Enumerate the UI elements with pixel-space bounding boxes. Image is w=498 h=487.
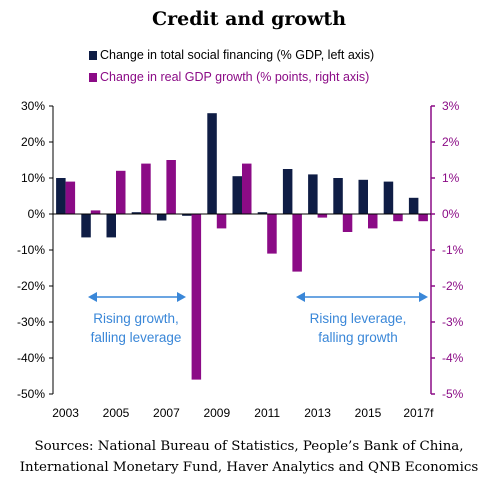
annotation-arrowhead-left	[88, 292, 97, 302]
bar-social-financing	[257, 212, 268, 214]
bar-gdp-growth	[292, 214, 302, 272]
bar-gdp-growth	[368, 214, 378, 229]
bar-social-financing	[207, 113, 217, 214]
bar-gdp-growth	[166, 160, 176, 214]
bar-social-financing	[282, 169, 293, 214]
chart-title: Credit and growth	[151, 8, 347, 30]
bar-gdp-growth	[90, 210, 101, 214]
bar-social-financing	[358, 179, 368, 214]
bar-social-financing	[408, 197, 419, 214]
bar-gdp-growth	[242, 163, 252, 214]
right-axis-tick-label: 3%	[442, 99, 460, 113]
annotation-arrowhead-left	[296, 292, 305, 302]
x-axis-tick-label: 2013	[304, 406, 331, 420]
bar-gdp-growth	[418, 214, 428, 222]
chart-plot: -50% -40% -30% -20% -10% 0% 10% 20% 30% -5% -4% -3%…	[17, 99, 464, 420]
source-line-2: International Monetary Fund, Haver Analy…	[19, 460, 479, 475]
left-axis-tick-label: -10%	[17, 243, 45, 257]
left-axis-tick-label: -30%	[17, 315, 45, 329]
annotation-label-line-2: falling growth	[318, 330, 398, 345]
right-axis-tick-label: 0%	[442, 207, 460, 221]
left-axis-tick-label: 0%	[28, 207, 46, 221]
bar-gdp-growth	[267, 214, 277, 254]
annotation-label-line-1: Rising growth,	[93, 311, 179, 326]
annotation-arrowhead-right	[419, 292, 428, 302]
right-axis-tick-label: -5%	[442, 387, 464, 401]
bar-gdp-growth	[116, 170, 126, 214]
bar-social-financing	[383, 181, 394, 214]
x-axis-tick-label: 2007	[153, 406, 180, 420]
right-axis-tick-label: -4%	[442, 351, 464, 365]
legend-label-social-financing: Change in total social financing (% GDP,…	[100, 48, 375, 62]
left-axis-tick-label: 20%	[21, 135, 45, 149]
left-axis-tick-label: -20%	[17, 279, 45, 293]
legend-swatch-social-financing	[89, 51, 97, 60]
bar-gdp-growth	[216, 214, 227, 229]
left-axis-tick-label: -50%	[17, 387, 45, 401]
bar-gdp-growth	[65, 181, 76, 214]
left-axis-tick-label: 30%	[21, 99, 45, 113]
bar-social-financing	[232, 176, 242, 214]
right-axis-tick-label: -2%	[442, 279, 464, 293]
x-axis-tick-label: 2011	[254, 406, 280, 420]
right-axis-tick-label: 2%	[442, 135, 460, 149]
annotation-label-line-2: falling leverage	[91, 330, 182, 345]
bar-gdp-growth	[393, 214, 403, 222]
x-axis-tick-label: 2017f	[403, 406, 434, 420]
bar-gdp-growth	[342, 214, 353, 232]
bar-social-financing	[106, 214, 116, 238]
bar-social-financing	[182, 214, 192, 216]
right-axis-tick-label: 1%	[442, 171, 460, 185]
bar-social-financing	[333, 178, 343, 214]
bar-gdp-growth	[141, 163, 151, 214]
bar-social-financing	[156, 214, 167, 221]
legend-label-gdp-growth: Change in real GDP growth (% points, rig…	[100, 70, 370, 84]
x-axis-tick-label: 2005	[103, 406, 130, 420]
bar-gdp-growth	[191, 214, 202, 380]
bar-social-financing	[81, 214, 91, 238]
source-note: Sources: National Bureau of Statistics, …	[0, 436, 498, 478]
bar-social-financing	[308, 174, 318, 214]
bar-social-financing	[131, 212, 142, 214]
right-axis-tick-label: -1%	[442, 243, 464, 257]
x-axis-tick-label: 2015	[355, 406, 382, 420]
annotation-arrowhead-right	[177, 292, 186, 302]
legend-item-gdp-growth: Change in real GDP growth (% points, rig…	[89, 70, 369, 84]
left-axis-tick-label: -40%	[17, 351, 45, 365]
bar-social-financing	[56, 178, 66, 214]
x-axis-tick-label: 2009	[203, 406, 230, 420]
x-axis-tick-label: 2003	[52, 406, 79, 420]
legend-swatch-gdp-growth	[89, 73, 97, 82]
source-line-1: Sources: National Bureau of Statistics, …	[34, 439, 464, 454]
left-axis-tick-label: 10%	[21, 171, 45, 185]
legend-item-social-financing: Change in total social financing (% GDP,…	[89, 48, 374, 62]
bar-gdp-growth	[317, 214, 328, 218]
right-axis-tick-label: -3%	[442, 315, 464, 329]
annotation-label-line-1: Rising leverage,	[310, 311, 407, 326]
